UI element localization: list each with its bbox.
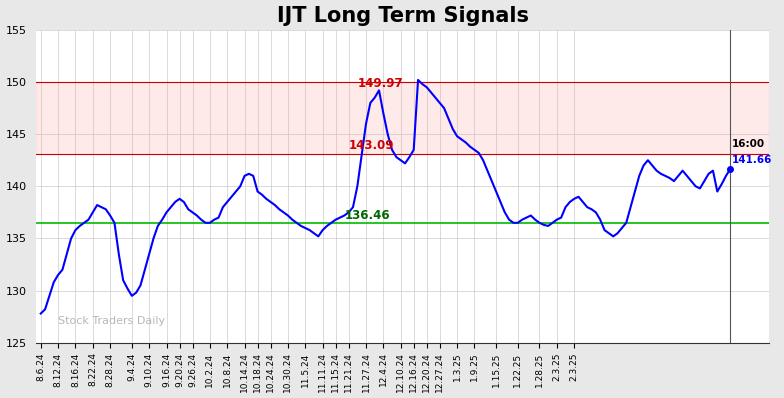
Text: Stock Traders Daily: Stock Traders Daily	[58, 316, 165, 326]
Text: 143.09: 143.09	[349, 139, 394, 152]
Text: 141.66: 141.66	[731, 155, 772, 165]
Text: 16:00: 16:00	[731, 139, 764, 149]
Text: 136.46: 136.46	[344, 209, 390, 222]
Text: 149.97: 149.97	[358, 77, 403, 90]
Bar	[36, 82, 769, 154]
Title: IJT Long Term Signals: IJT Long Term Signals	[277, 6, 529, 25]
